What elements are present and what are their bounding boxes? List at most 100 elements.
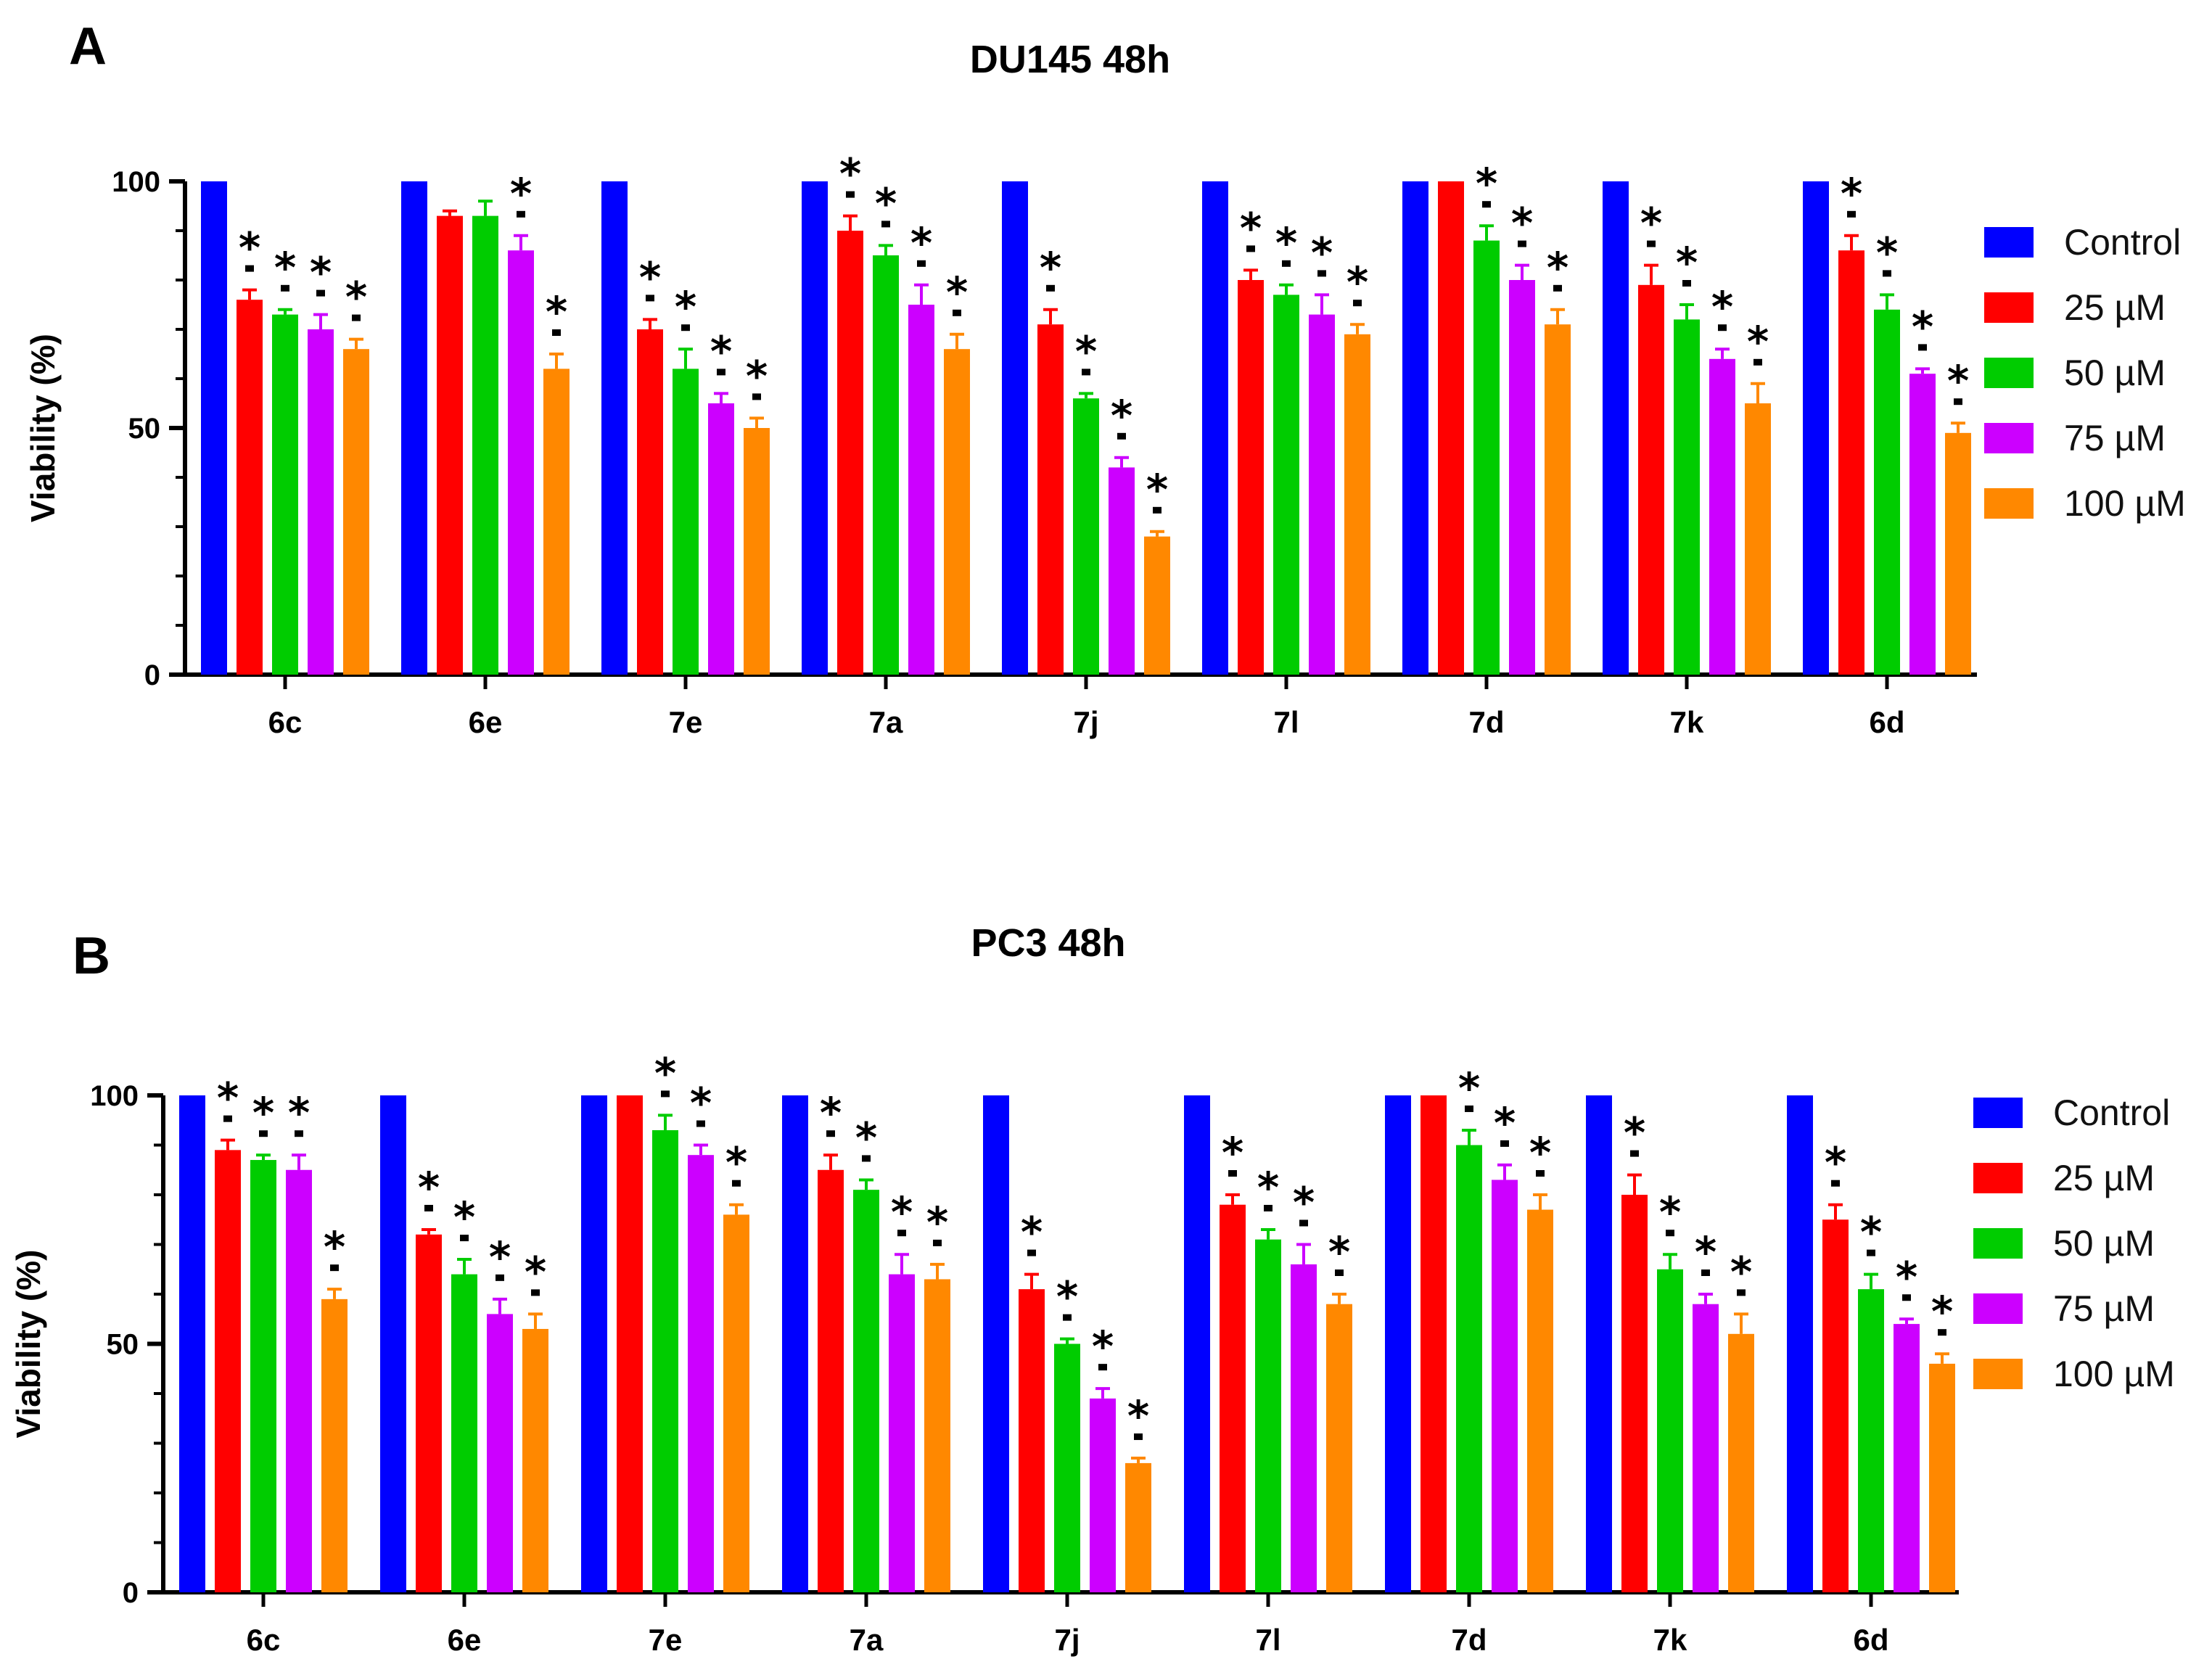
x-tick-label: 6c: [247, 1623, 281, 1657]
significance-dash: [1630, 1150, 1639, 1157]
significance-dash: [1902, 1294, 1911, 1301]
significance-dash: [552, 329, 561, 336]
x-tick-label: 7a: [850, 1623, 884, 1657]
significance-star: *: [710, 326, 732, 376]
significance-star: *: [288, 1088, 310, 1137]
bar-7e-4: [744, 428, 770, 675]
significance-star: *: [1695, 1227, 1716, 1277]
significance-star: *: [1494, 1098, 1516, 1148]
bar-7j-3: [1109, 467, 1135, 675]
bar-7j-2: [1054, 1343, 1080, 1592]
significance-star: *: [675, 282, 696, 332]
bar-7j-4: [1125, 1462, 1151, 1592]
significance-dash: [223, 1115, 232, 1122]
bar-7j-4: [1144, 536, 1170, 675]
panel-letter-a: A: [69, 17, 107, 75]
bar-7e-0: [581, 1095, 607, 1592]
bar-6c-0: [201, 181, 227, 675]
bar-6e-4: [543, 369, 570, 675]
significance-dash: [953, 309, 961, 316]
x-tick-label: 7e: [669, 705, 703, 739]
significance-dash: [1063, 1314, 1072, 1321]
significance-star: *: [910, 218, 932, 268]
significance-dash: [1082, 369, 1090, 376]
significance-star: *: [875, 178, 897, 228]
significance-dash: [1299, 1219, 1308, 1227]
significance-dash: [1282, 260, 1291, 267]
legend-swatch: [1973, 1228, 2023, 1259]
bar-6c-2: [272, 314, 298, 675]
bar-7k-2: [1657, 1269, 1683, 1592]
significance-star: *: [1747, 317, 1769, 366]
significance-star: *: [274, 243, 296, 292]
bar-7j-2: [1073, 398, 1099, 675]
x-tick-label: 7a: [869, 705, 903, 739]
significance-dash: [1482, 201, 1491, 208]
bar-7k-3: [1709, 358, 1735, 675]
significance-dash: [281, 284, 289, 292]
bar-7d-4: [1545, 324, 1571, 675]
significance-dash: [1228, 1170, 1237, 1177]
legend-swatch: [1984, 423, 2034, 453]
significance-star: *: [839, 149, 861, 199]
bar-6e-0: [401, 181, 427, 675]
significance-dash: [1938, 1329, 1946, 1336]
bar-7d-1: [1438, 181, 1464, 675]
bar-7l-2: [1255, 1239, 1281, 1592]
significance-star: *: [1111, 391, 1132, 440]
legend-label: Control: [2064, 222, 2181, 263]
bar-7l-1: [1220, 1204, 1246, 1592]
legend-swatch: [1984, 358, 2034, 388]
significance-star: *: [1947, 356, 1969, 406]
bar-7d-0: [1402, 181, 1428, 675]
significance-dash: [717, 369, 725, 376]
legend-swatch: [1984, 292, 2034, 323]
significance-dash: [1027, 1249, 1036, 1256]
significance-dash: [1701, 1269, 1710, 1276]
bar-7e-0: [601, 181, 628, 675]
bar-7j-1: [1037, 324, 1064, 675]
significance-star: *: [217, 1074, 239, 1123]
bar-6c-4: [343, 349, 369, 675]
chart-pc3: PC3 48h Viability (%) 0 50 100 6c * * * * 6e * * * * 7e…: [9, 921, 2175, 1657]
significance-star: *: [946, 268, 968, 317]
significance-dash: [646, 295, 654, 302]
chart-title: PC3 48h: [971, 921, 1125, 965]
significance-star: *: [725, 1138, 747, 1188]
x-tick-label: 7j: [1073, 705, 1098, 739]
significance-dash: [1647, 240, 1656, 247]
significance-star: *: [453, 1193, 475, 1242]
significance-star: *: [1640, 199, 1662, 248]
significance-dash: [862, 1155, 871, 1162]
significance-star: *: [1730, 1247, 1752, 1296]
significance-dash: [1536, 1170, 1545, 1177]
x-tick-label: 7k: [1670, 705, 1704, 739]
legend-label: 100 µM: [2053, 1354, 2175, 1394]
bar-6e-1: [416, 1234, 442, 1592]
legend-swatch: [1973, 1293, 2023, 1324]
bar-7d-3: [1492, 1180, 1518, 1592]
bar-7e-3: [688, 1155, 714, 1592]
bar-6d-4: [1929, 1363, 1955, 1592]
significance-star: *: [746, 351, 768, 400]
bar-7l-3: [1291, 1264, 1317, 1592]
bar-6c-2: [250, 1160, 276, 1592]
bar-6d-1: [1822, 1219, 1849, 1592]
legend-label: Control: [2053, 1092, 2170, 1133]
bar-6e-2: [472, 215, 498, 675]
significance-star: *: [1476, 159, 1497, 208]
significance-dash: [1264, 1204, 1272, 1211]
y-tick-label: 0: [144, 659, 160, 691]
significance-dash: [352, 314, 361, 321]
x-tick-label: 6e: [469, 705, 503, 739]
bar-6e-3: [487, 1314, 513, 1592]
significance-star: *: [1293, 1178, 1315, 1227]
bar-6c-1: [237, 300, 263, 675]
bar-7a-0: [782, 1095, 808, 1592]
x-tick-label: 6d: [1869, 705, 1904, 739]
significance-dash: [316, 289, 325, 297]
bar-7a-2: [853, 1190, 879, 1592]
significance-star: *: [510, 169, 532, 218]
significance-star: *: [252, 1088, 274, 1137]
y-axis-label: Viability (%): [24, 334, 62, 522]
